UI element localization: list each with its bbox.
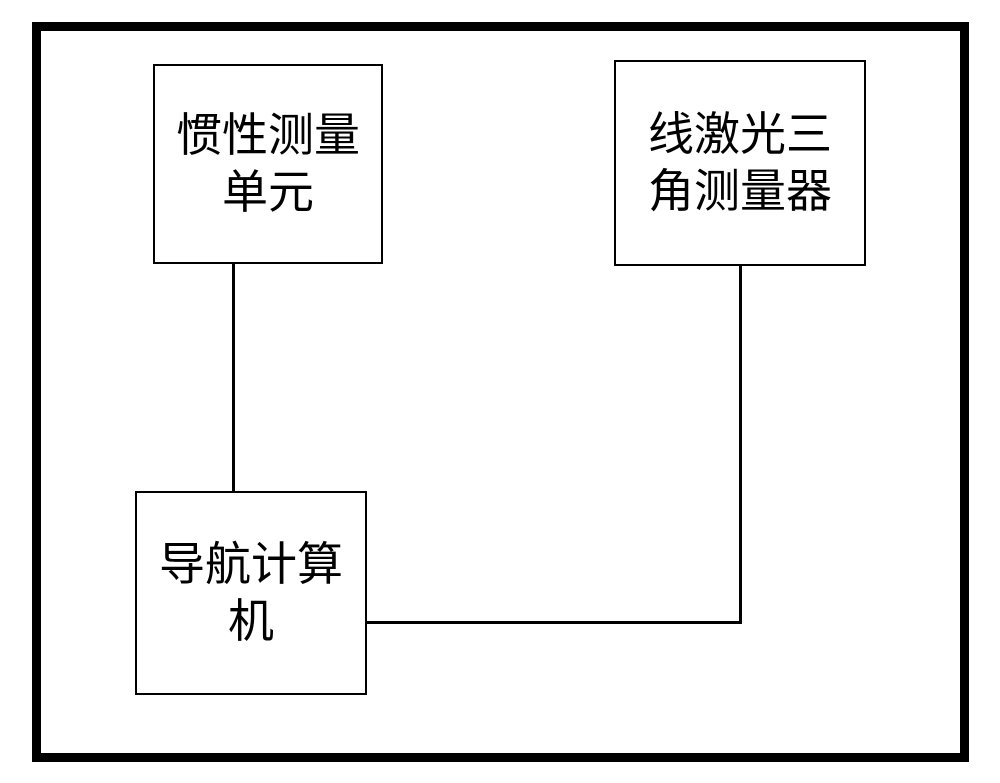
node-imu: 惯性测量 单元 [153, 64, 383, 264]
edge-laser-nav-seg-0 [739, 266, 742, 624]
edge-imu-nav-seg-0 [232, 264, 235, 491]
node-nav: 导航计算 机 [135, 491, 367, 695]
edge-laser-nav-seg-1 [367, 621, 742, 624]
node-nav-label: 导航计算 机 [159, 536, 343, 651]
node-laser: 线激光三 角测量器 [614, 60, 866, 266]
node-laser-label: 线激光三 角测量器 [648, 106, 832, 221]
node-imu-label: 惯性测量 单元 [176, 107, 360, 222]
